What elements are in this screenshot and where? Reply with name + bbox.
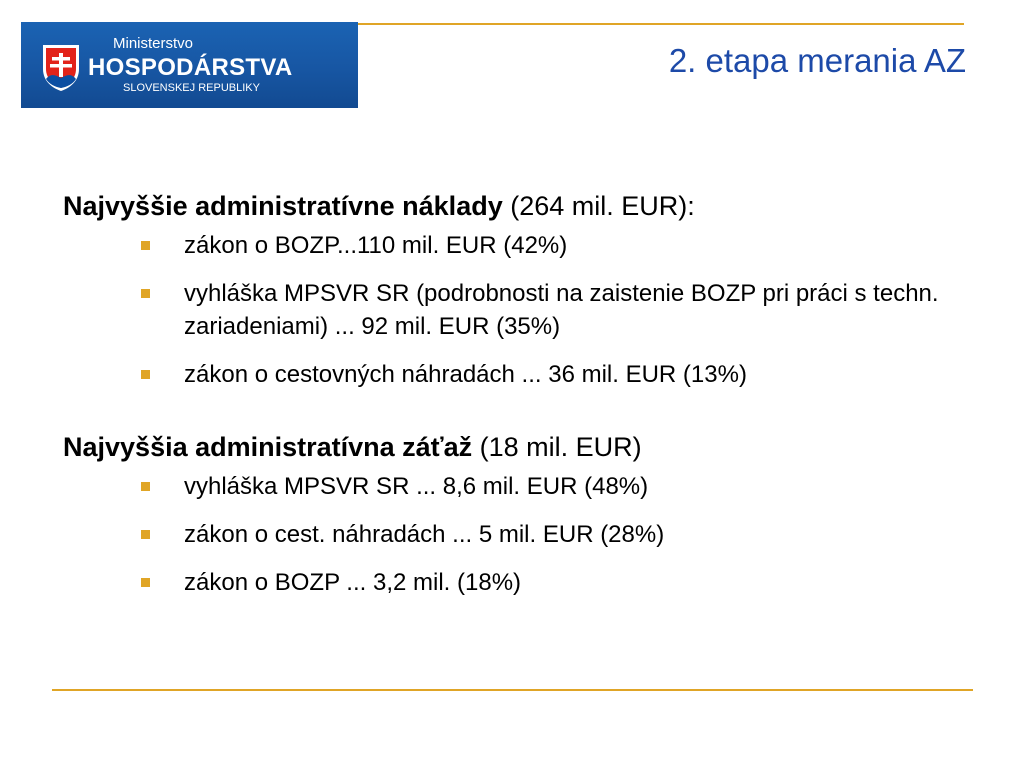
- square-bullet-icon: [141, 370, 150, 379]
- slovak-coat-of-arms-icon: [43, 45, 79, 91]
- list-item-text: vyhláška MPSVR SR (podrobnosti na zaiste…: [184, 280, 939, 340]
- section-heading-bold: Najvyššia administratívna záťaž: [63, 432, 473, 462]
- section-heading-bold: Najvyššie administratívne náklady: [63, 191, 503, 221]
- list-item: vyhláška MPSVR SR (podrobnosti na zaiste…: [63, 277, 963, 343]
- square-bullet-icon: [141, 530, 150, 539]
- logo-text-ministry: Ministerstvo: [113, 35, 194, 52]
- section-burden: Najvyššia administratívna záťaž (18 mil.…: [63, 429, 963, 599]
- list-item: zákon o cest. náhradách ... 5 mil. EUR (…: [63, 518, 963, 551]
- logo-text-republic: SLOVENSKEJ REPUBLIKY: [123, 82, 260, 94]
- list-item-text: zákon o cestovných náhradách ... 36 mil.…: [184, 361, 747, 388]
- ministry-logo: Ministerstvo HOSPODÁRSTVA SLOVENSKEJ REP…: [21, 22, 358, 108]
- section-heading: Najvyššie administratívne náklady (264 m…: [63, 188, 963, 224]
- list-item-text: vyhláška MPSVR SR ... 8,6 mil. EUR (48%): [184, 473, 649, 500]
- square-bullet-icon: [141, 482, 150, 491]
- square-bullet-icon: [141, 289, 150, 298]
- slide-title: 2. etapa merania AZ: [668, 42, 966, 79]
- list-item: zákon o cestovných náhradách ... 36 mil.…: [63, 358, 963, 391]
- section-heading-amount: (18 mil. EUR): [472, 432, 642, 462]
- section-heading: Najvyššia administratívna záťaž (18 mil.…: [63, 429, 963, 465]
- list-item-text: zákon o BOZP ... 3,2 mil. (18%): [184, 569, 522, 596]
- list-item: zákon o BOZP...110 mil. EUR (42%): [63, 229, 963, 262]
- section-heading-amount: (264 mil. EUR):: [502, 191, 695, 221]
- bullet-list: vyhláška MPSVR SR ... 8,6 mil. EUR (48%)…: [63, 470, 963, 599]
- square-bullet-icon: [141, 578, 150, 587]
- list-item-text: zákon o cest. náhradách ... 5 mil. EUR (…: [184, 521, 665, 548]
- section-costs: Najvyššie administratívne náklady (264 m…: [63, 188, 963, 391]
- list-item: vyhláška MPSVR SR ... 8,6 mil. EUR (48%): [63, 470, 963, 503]
- bullet-list: zákon o BOZP...110 mil. EUR (42%) vyhláš…: [63, 229, 963, 391]
- square-bullet-icon: [141, 241, 150, 250]
- top-divider: [358, 23, 964, 25]
- list-item-text: zákon o BOZP...110 mil. EUR (42%): [184, 232, 568, 259]
- list-item: zákon o BOZP ... 3,2 mil. (18%): [63, 566, 963, 599]
- bottom-divider: [52, 689, 973, 691]
- slide-content: Najvyššie administratívne náklady (264 m…: [63, 188, 963, 614]
- logo-text-department: HOSPODÁRSTVA: [88, 54, 293, 81]
